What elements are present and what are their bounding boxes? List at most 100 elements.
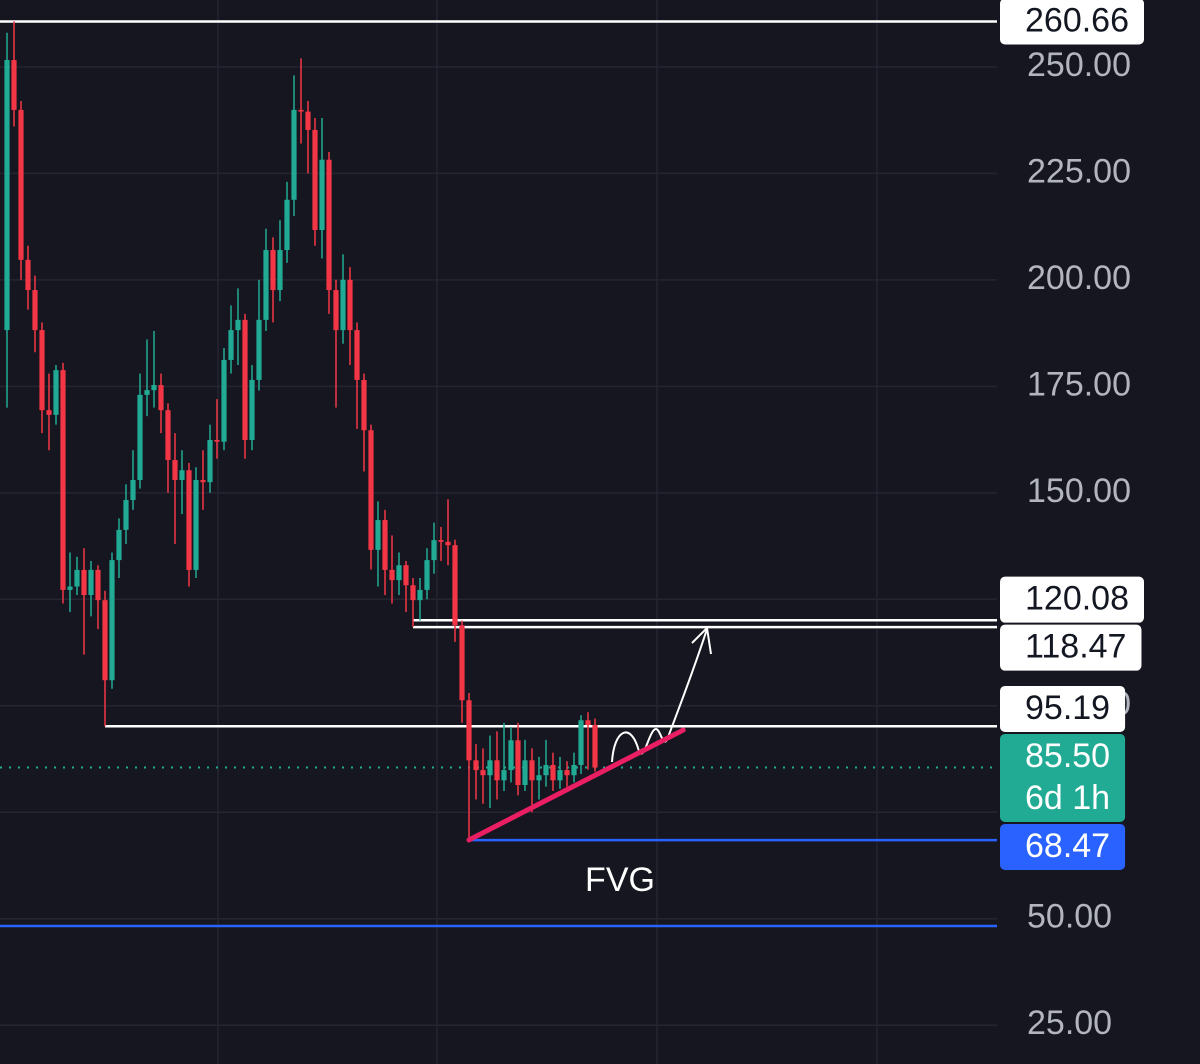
y-tick-label: 175.00 — [1027, 365, 1131, 403]
candle-body — [242, 319, 248, 440]
vertical-grid — [217, 0, 878, 1064]
price-badge — [1000, 576, 1144, 623]
candle-body — [291, 109, 297, 200]
candle-body — [277, 250, 283, 291]
candle-body — [508, 740, 514, 771]
candle-body — [32, 290, 38, 331]
y-tick-label: 250.00 — [1027, 46, 1131, 84]
candle-body — [410, 585, 416, 601]
candle-body — [39, 330, 45, 411]
candle-body — [494, 760, 500, 781]
candle-body — [88, 569, 94, 596]
price-badge-label: 85.50 — [1025, 737, 1110, 775]
candle-body — [326, 159, 332, 291]
candle-body — [396, 565, 402, 581]
candle-body — [389, 569, 395, 581]
candle-body — [333, 290, 339, 331]
candle-body — [95, 569, 101, 601]
y-tick-label: 150.00 — [1027, 472, 1131, 510]
candle-body — [256, 319, 262, 380]
candle-body — [438, 540, 444, 542]
candle-body — [46, 410, 52, 415]
candle-body — [249, 379, 255, 440]
candle-body — [431, 540, 437, 561]
price-badges: 260.66 120.08 118.47 95.19 85.50 6d 1h 68.47 — [1000, 0, 1144, 870]
candle-body — [361, 379, 367, 431]
candle-body — [347, 279, 353, 331]
candle-body — [417, 589, 423, 601]
candle-body — [123, 500, 129, 530]
candle-body — [102, 600, 108, 681]
candle-body — [67, 586, 73, 590]
candle-body — [130, 480, 136, 501]
price-badge — [1000, 0, 1144, 45]
price-badge — [1000, 685, 1126, 732]
candle-body — [550, 764, 556, 781]
candle-body — [445, 541, 451, 546]
candle-body — [53, 370, 59, 415]
candle-body — [368, 430, 374, 550]
candle-body — [403, 565, 409, 586]
candle-body — [529, 760, 535, 781]
candle-body — [466, 700, 472, 761]
candle-body — [522, 760, 528, 786]
price-badge-label: 118.47 — [1025, 628, 1126, 666]
candle-body — [354, 330, 360, 380]
candle-body — [305, 111, 311, 130]
candle-body — [151, 385, 157, 391]
candle-body — [571, 764, 577, 776]
candle-body — [480, 770, 486, 776]
projection-arrow — [611, 628, 708, 763]
candle-body — [81, 569, 87, 596]
candle-body — [263, 250, 269, 320]
price-badge-label: 68.47 — [1025, 827, 1110, 865]
candle-body — [25, 259, 31, 291]
candle-body — [193, 480, 199, 570]
candle-body — [165, 410, 171, 461]
candle-body — [4, 60, 10, 331]
candle-body — [11, 60, 17, 110]
candle-body — [424, 560, 430, 590]
y-tick-label: 225.00 — [1027, 152, 1131, 190]
candle-body — [543, 764, 549, 776]
candle-body — [536, 775, 542, 781]
candle-body — [578, 720, 584, 765]
candle-body — [60, 370, 66, 590]
candle-body — [284, 199, 290, 251]
candle-body — [501, 770, 507, 781]
candle-body — [319, 159, 325, 231]
price-badge-label: 95.19 — [1025, 689, 1110, 727]
candle-body — [375, 520, 381, 550]
candle-body — [382, 520, 388, 570]
price-badge — [1000, 733, 1126, 822]
candle-body — [200, 480, 206, 483]
y-tick-label: 50.00 — [1027, 898, 1112, 936]
candle-body — [158, 385, 164, 411]
candle-body — [172, 460, 178, 481]
candle-body — [228, 330, 234, 360]
arrow-head — [691, 625, 712, 655]
candle-body — [515, 740, 521, 786]
candle-body — [459, 625, 465, 701]
levels — [0, 20, 997, 928]
candles — [4, 21, 598, 840]
candle-body — [116, 529, 122, 561]
candle-body — [312, 129, 318, 231]
candle-body — [340, 279, 346, 331]
candle-body — [564, 770, 570, 776]
countdown-label: 6d 1h — [1025, 779, 1110, 817]
candle-body — [235, 319, 241, 331]
candle-body — [270, 250, 276, 291]
candle-body — [221, 359, 227, 442]
candle-body — [592, 724, 598, 768]
candle-body — [74, 569, 80, 587]
price-badge — [1000, 624, 1142, 671]
candle-body — [18, 109, 24, 260]
candle-body — [137, 394, 143, 481]
candle-body — [487, 760, 493, 776]
y-tick-label: 25.00 — [1027, 1004, 1112, 1042]
candle-body — [144, 390, 150, 395]
candle-body — [473, 760, 479, 771]
